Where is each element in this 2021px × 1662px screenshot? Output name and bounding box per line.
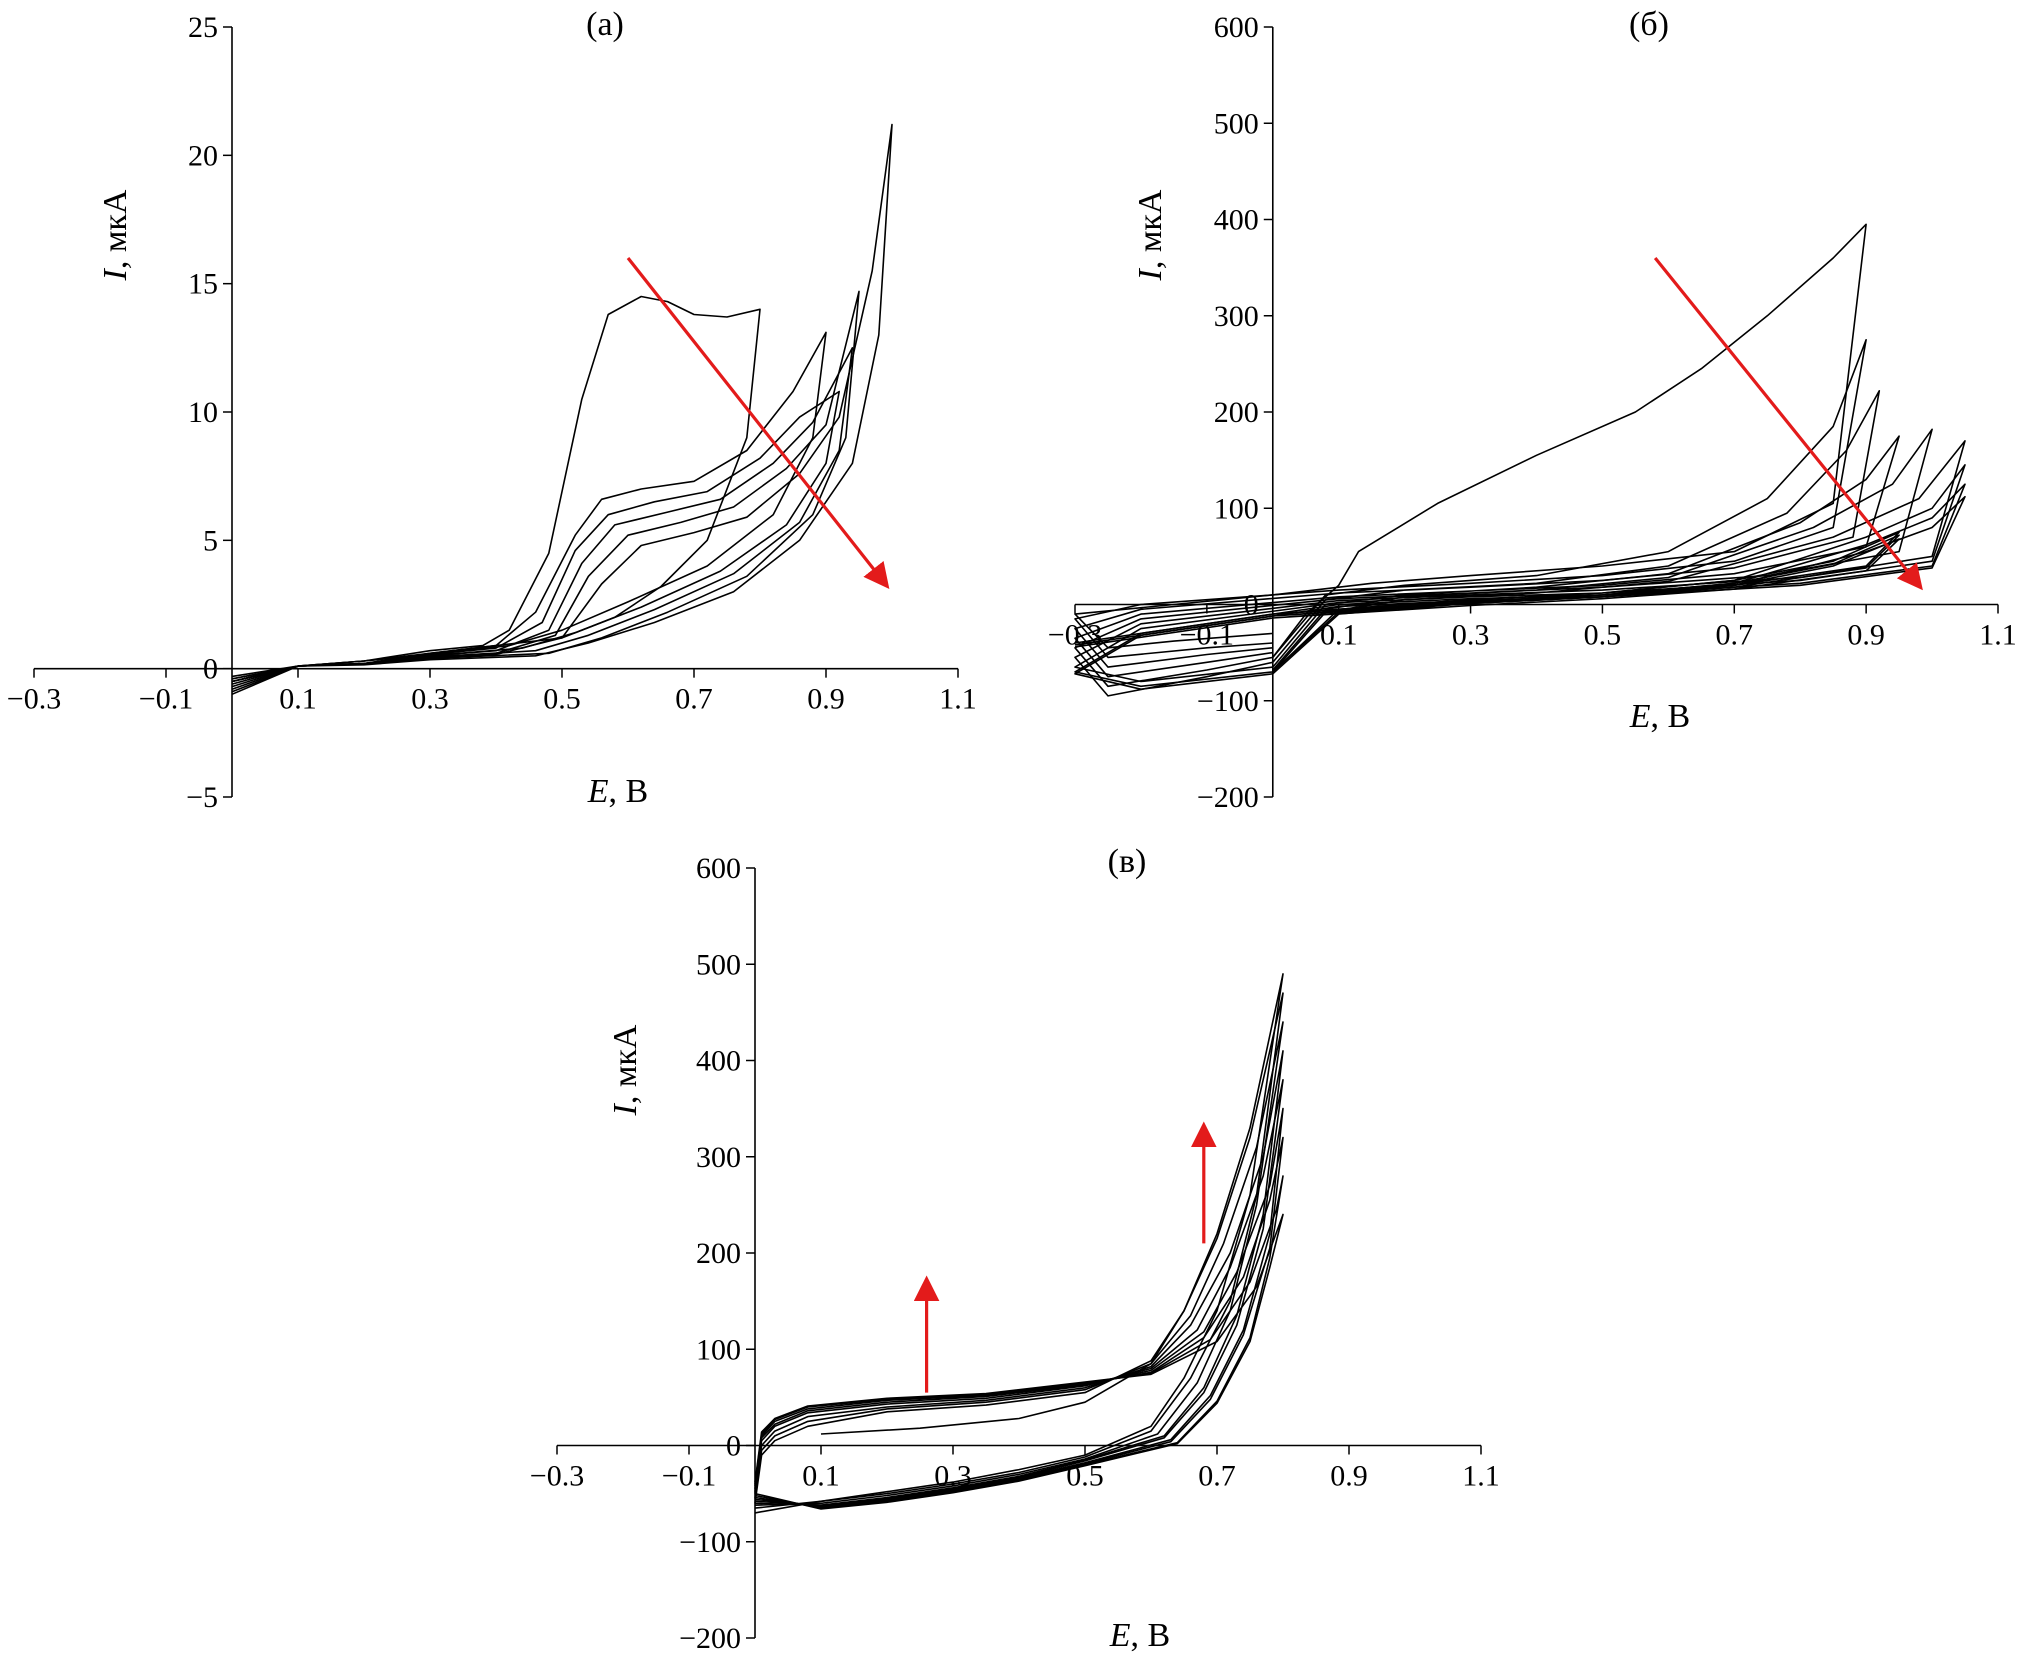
panel-a-title: (а): [586, 6, 624, 43]
panel-c-x-tick-label: 1.1: [1462, 1460, 1500, 1493]
panel-b-y-tick-label: −100: [1197, 685, 1259, 718]
panel-c-series-cycle-4: [754, 1050, 1284, 1506]
panel-c-series-cycle-6: [754, 1107, 1284, 1507]
panel-a-y-tick-label: 10: [188, 396, 218, 429]
panel-c-x-tick-label: 0.7: [1198, 1460, 1236, 1493]
panel-c-y-tick-label: 500: [696, 948, 741, 981]
panel-b-x-tick-label: 0.1: [1320, 619, 1358, 652]
panel-c-series-cycle-5: [754, 1079, 1284, 1506]
panel-a-y-tick-label: −5: [186, 781, 218, 814]
panel-b-xlabel: E, В: [1629, 698, 1690, 735]
panel-c-y-tick-label: 600: [696, 852, 741, 885]
panel-a-y-tick-label: 25: [188, 11, 218, 44]
panel-a-x-tick-label: 0.7: [675, 683, 713, 716]
panel-b-x-tick-label: 0.9: [1847, 619, 1885, 652]
panel-c-series-cycle-9: [754, 1213, 1284, 1510]
panel-c-x-tick-label: 0.3: [934, 1460, 972, 1493]
panel-c-series-cycle-7: [754, 1136, 1284, 1508]
panel-a-xlabel: E, В: [587, 773, 648, 810]
panel-c-series-cycle-1: [754, 973, 1284, 1514]
panel-c-y-tick-label: 400: [696, 1045, 741, 1078]
panel-c-series-cycle-3: [754, 1021, 1284, 1506]
panel-a: (а) −0.3 −0.1 0.1 0.3 0.5 0.7 0.9 1.1 −5 0 5 10 15 20…: [7, 6, 977, 814]
panel-b-y-tick-label: 500: [1214, 107, 1259, 140]
panel-c-xlabel: E, В: [1109, 1617, 1170, 1654]
panel-a-series-cycle-5: [231, 290, 860, 685]
panel-c-y-tick-label: 300: [696, 1141, 741, 1174]
panel-b-series-cycle-1: [1074, 223, 1867, 658]
panel-a-x-tick-label: 0.3: [411, 683, 449, 716]
panel-a-axes: −0.3 −0.1 0.1 0.3 0.5 0.7 0.9 1.1 −5 0 5 10 15 20 25: [7, 11, 977, 814]
panel-a-x-tick-label: −0.1: [139, 683, 193, 716]
panel-a-series-cycle-2: [231, 331, 827, 693]
panel-c-x-tick-label: 0.1: [802, 1460, 840, 1493]
panel-a-y-tick-label: 15: [188, 268, 218, 301]
panel-b-ylabel: I, мкА: [1132, 189, 1169, 281]
panel-a-x-tick-label: 0.5: [543, 683, 581, 716]
panel-a-series-cycle-1: [231, 295, 761, 696]
panel-b-y-tick-label: 400: [1214, 204, 1259, 237]
panel-a-ylabel: I, мкА: [97, 189, 134, 281]
panel-b-series: [1074, 223, 1966, 697]
panel-a-x-tick-label: 1.1: [939, 683, 977, 716]
panel-c-y-tick-label: 100: [696, 1333, 741, 1366]
panel-a-y-tick-label: 20: [188, 139, 218, 172]
panel-c-y-tick-label: −100: [679, 1526, 741, 1559]
panel-b-y-tick-label: 200: [1214, 396, 1259, 429]
panel-b-y-tick-label: −200: [1197, 781, 1259, 814]
panel-c-ylabel: I, мкА: [607, 1024, 644, 1116]
panel-c-y-tick-label: 200: [696, 1237, 741, 1270]
panel-a-trend-arrows: [626, 257, 890, 589]
panel-c-x-tick-label: 0.9: [1330, 1460, 1368, 1493]
panel-c-series-cycle-8: [754, 1175, 1284, 1509]
panel-a-y-tick-label: 0: [203, 653, 218, 686]
panel-b-trend-arrows: [1653, 256, 1923, 591]
panel-c: (в) −0.3 −0.1 0.1 0.3 0.5 0.7 0.9 1.1 −200 −100 0 1…: [530, 843, 1500, 1655]
panel-c-axes: −0.3 −0.1 0.1 0.3 0.5 0.7 0.9 1.1 −200 −100 0 100 20…: [530, 852, 1500, 1655]
panel-b-y-tick-label: 0: [1244, 589, 1259, 622]
panel-a-series: [231, 123, 893, 696]
panel-b-trend-arrow: [1653, 256, 1923, 591]
panel-c-x-tick-label: 0.5: [1066, 1460, 1104, 1493]
panel-c-x-tick-label: −0.3: [530, 1460, 584, 1493]
panel-c-title: (в): [1108, 843, 1147, 880]
panel-c-y-tick-label: −200: [679, 1622, 741, 1655]
panel-c-x-tick-label: −0.1: [662, 1460, 716, 1493]
panel-b-axes: −0.3 −0.1 0.1 0.3 0.5 0.7 0.9 1.1 −200 −100 0 100 20…: [1048, 11, 2017, 814]
panel-b-x-tick-label: 0.7: [1716, 619, 1754, 652]
panel-a-x-tick-label: 0.9: [807, 683, 845, 716]
panel-b-series-cycle-2: [1074, 339, 1867, 659]
panel-b-title: (б): [1629, 6, 1669, 43]
panel-b-y-tick-label: 300: [1214, 300, 1259, 333]
panel-b-x-tick-label: 0.5: [1584, 619, 1622, 652]
panel-b-x-tick-label: 0.3: [1452, 619, 1490, 652]
panel-c-series: [754, 973, 1284, 1514]
panel-b-x-tick-label: 1.1: [1979, 619, 2017, 652]
panel-a-trend-arrow: [626, 257, 890, 589]
panel-c-y-tick-label: 0: [726, 1430, 741, 1463]
panel-b-y-tick-label: 600: [1214, 11, 1259, 44]
panel-b-x-tick-label: −0.1: [1180, 619, 1234, 652]
panel-c-series-cycle-2: [754, 992, 1284, 1509]
panel-b-y-tick-label: 100: [1214, 492, 1259, 525]
panel-b-x-tick-label: −0.3: [1048, 619, 1102, 652]
panel-a-y-tick-label: 5: [203, 524, 218, 557]
panel-a-x-tick-label: −0.3: [7, 683, 61, 716]
panel-c-trend-arrows: [913, 1121, 1217, 1393]
panel-a-x-tick-label: 0.1: [279, 683, 317, 716]
panel-a-series-cycle-6: [231, 123, 893, 683]
panel-b-series-cycle-3: [1074, 390, 1881, 668]
panel-b: (б) −0.3 −0.1 0.1 0.3 0.5 0.7 0.9 1.1 −200 −100 0 1…: [1048, 6, 2017, 814]
